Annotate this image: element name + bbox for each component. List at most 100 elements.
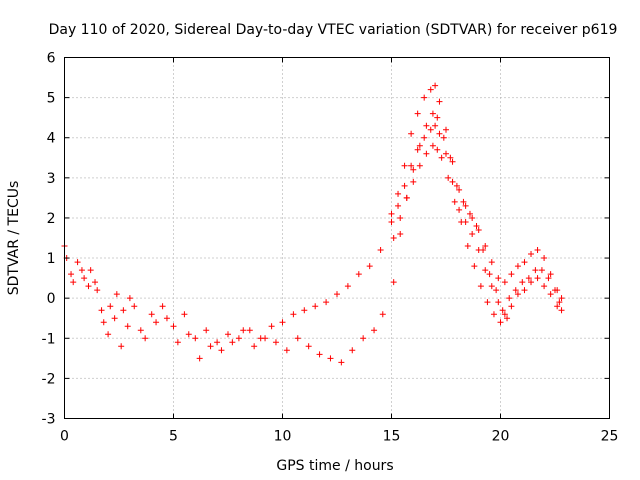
data-point [371,327,378,334]
y-axis-label: SDTVAR / TECUs [6,181,22,296]
data-point [196,355,203,362]
data-point [153,319,160,326]
data-point [87,267,94,274]
data-point [388,218,395,225]
data-point [174,339,181,346]
data-point [525,275,532,282]
data-series [390,142,511,326]
data-point [414,110,421,117]
data-point [554,303,561,310]
data-point [436,98,443,105]
data-point [379,311,386,318]
data-point [388,210,395,217]
chart-title: Day 110 of 2020, Sidereal Day-to-day VTE… [49,22,618,38]
data-point [429,110,436,117]
data-point [185,331,192,338]
data-point [423,150,430,157]
data-point [81,275,88,282]
data-point [410,178,417,185]
data-point [70,279,77,286]
data-point [434,146,441,153]
data-point [312,303,319,310]
data-point [464,243,471,250]
data-point [349,347,356,354]
data-point [301,307,308,314]
data-point [113,291,120,298]
data-point [170,323,177,330]
data-point [482,243,489,250]
data-point [508,271,515,278]
data-point [355,271,362,278]
y-tick-label: 6 [47,51,56,67]
data-point [501,279,508,286]
data-point [534,247,541,254]
data-point [421,134,428,141]
data-point [126,295,133,302]
data-point [445,174,452,181]
data-series [388,122,565,318]
data-point [490,311,497,318]
data-point [440,134,447,141]
data-point [414,146,421,153]
data-point [447,154,454,161]
data-point [192,335,199,342]
data-point [519,279,526,286]
data-point [469,230,476,237]
data-point [556,299,563,306]
data-point [163,315,170,322]
data-point [203,327,210,334]
data-point [427,126,434,133]
grid-lines [64,57,610,419]
data-point [74,259,81,266]
data-point [469,214,476,221]
data-point [283,347,290,354]
data-point [395,190,402,197]
data-point [497,319,504,326]
x-axis-label: GPS time / hours [276,458,393,474]
data-point [458,218,465,225]
data-point [416,162,423,169]
data-point [521,287,528,294]
data-point [159,303,166,310]
data-point [501,311,508,318]
data-point [262,335,269,342]
data-point [92,279,99,286]
data-point [279,319,286,326]
data-point [466,210,473,217]
data-point [272,339,279,346]
data-point [528,251,535,258]
data-point [316,351,323,358]
data-series [61,82,565,346]
data-point [251,343,258,350]
data-point [504,315,511,322]
data-point [137,327,144,334]
data-point [471,263,478,270]
y-tick-label: 4 [47,131,56,147]
y-tick-label: 1 [47,251,56,267]
data-points [61,82,565,366]
data-point [323,299,330,306]
data-point [397,214,404,221]
data-point [558,307,565,314]
data-point [327,355,334,362]
data-point [427,86,434,93]
y-tick-label: 0 [47,291,56,307]
data-point [421,94,428,101]
data-point [390,279,397,286]
x-tick-label: 15 [383,429,401,445]
data-point [111,315,118,322]
data-point [305,343,312,350]
data-point [460,198,467,205]
y-tick-label: 2 [47,211,56,227]
data-point [390,235,397,241]
data-point [545,275,552,282]
data-point [118,343,125,350]
data-point [456,186,463,193]
data-point [449,158,456,165]
data-point [107,303,114,310]
data-point [334,291,340,298]
data-point [246,327,253,334]
y-tick-label: -3 [42,412,56,428]
data-point [449,178,456,185]
data-point [482,267,489,274]
